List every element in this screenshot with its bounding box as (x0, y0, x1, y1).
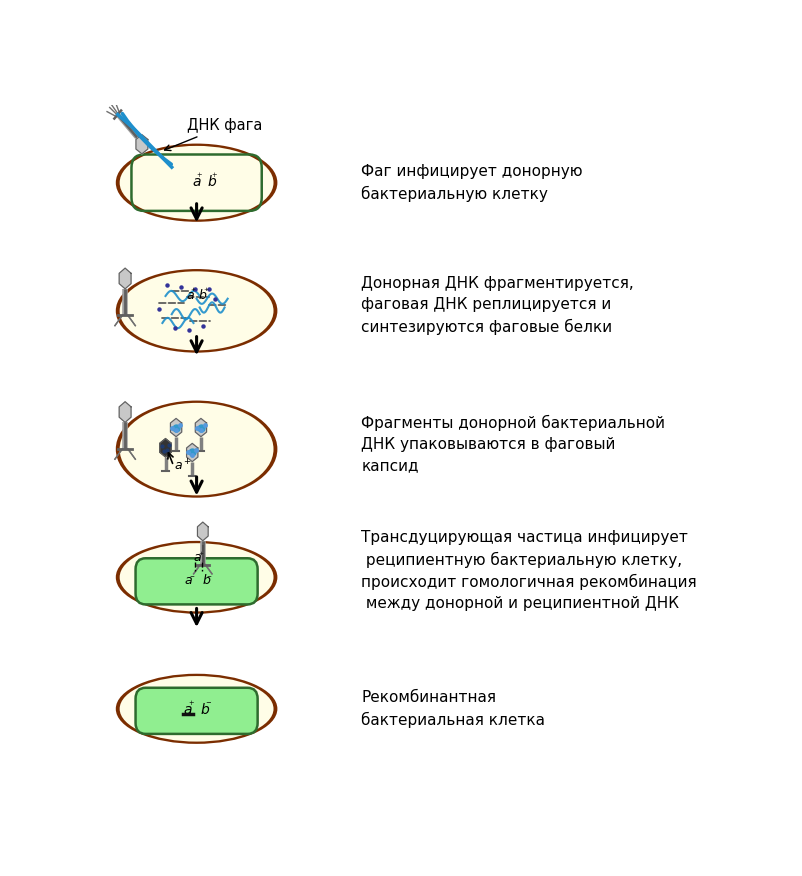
Text: $^+$: $^+$ (197, 550, 205, 559)
Polygon shape (119, 402, 131, 422)
Text: $^+$: $^+$ (196, 172, 204, 182)
Polygon shape (119, 268, 131, 289)
Ellipse shape (115, 400, 277, 498)
Text: $a$: $a$ (192, 175, 202, 189)
Text: $a$: $a$ (183, 703, 192, 717)
Text: $^+$: $^+$ (201, 286, 209, 295)
Text: $a^+$: $a^+$ (173, 458, 192, 474)
Text: Фаг инфицирует донорную
бактериальную клетку: Фаг инфицирует донорную бактериальную кл… (362, 164, 583, 201)
Ellipse shape (115, 540, 277, 614)
Polygon shape (160, 439, 171, 457)
Ellipse shape (115, 144, 277, 222)
Ellipse shape (115, 269, 277, 353)
Polygon shape (171, 419, 182, 436)
Text: $^-$: $^-$ (204, 700, 213, 710)
Ellipse shape (119, 403, 273, 496)
Text: $^-$: $^-$ (188, 573, 196, 582)
Polygon shape (136, 135, 148, 154)
Ellipse shape (119, 676, 273, 742)
Text: $^-$: $^-$ (205, 573, 213, 582)
Text: Донорная ДНК фрагментируется,
фаговая ДНК реплицируется и
синтезируются фаговые : Донорная ДНК фрагментируется, фаговая ДН… (362, 276, 634, 335)
Polygon shape (196, 419, 207, 436)
Text: $^+$: $^+$ (189, 286, 196, 295)
Text: $a$: $a$ (184, 574, 193, 587)
Polygon shape (187, 443, 198, 462)
Text: $b$: $b$ (201, 573, 211, 587)
Text: $^+$: $^+$ (210, 172, 218, 182)
FancyBboxPatch shape (136, 688, 257, 734)
Text: Фрагменты донорной бактериальной
ДНК упаковываются в фаговый
капсид: Фрагменты донорной бактериальной ДНК упа… (362, 414, 666, 473)
Text: $b$: $b$ (198, 287, 207, 301)
Ellipse shape (119, 543, 273, 611)
Text: $^+$: $^+$ (188, 700, 196, 710)
Text: $a$: $a$ (186, 289, 195, 301)
Text: $b$: $b$ (200, 702, 210, 717)
Ellipse shape (119, 146, 273, 220)
Text: Трансдуцирующая частица инфицирует
 реципиентную бактериальную клетку,
происходи: Трансдуцирующая частица инфицирует рецип… (362, 530, 697, 611)
Text: Рекомбинантная
бактериальная клетка: Рекомбинантная бактериальная клетка (362, 690, 545, 728)
Text: $a$: $a$ (193, 551, 202, 564)
Text: ДНК фага: ДНК фага (164, 118, 262, 151)
FancyBboxPatch shape (136, 558, 257, 604)
Text: $b$: $b$ (207, 174, 217, 189)
Ellipse shape (119, 272, 273, 350)
Polygon shape (197, 522, 209, 540)
Ellipse shape (115, 674, 277, 744)
